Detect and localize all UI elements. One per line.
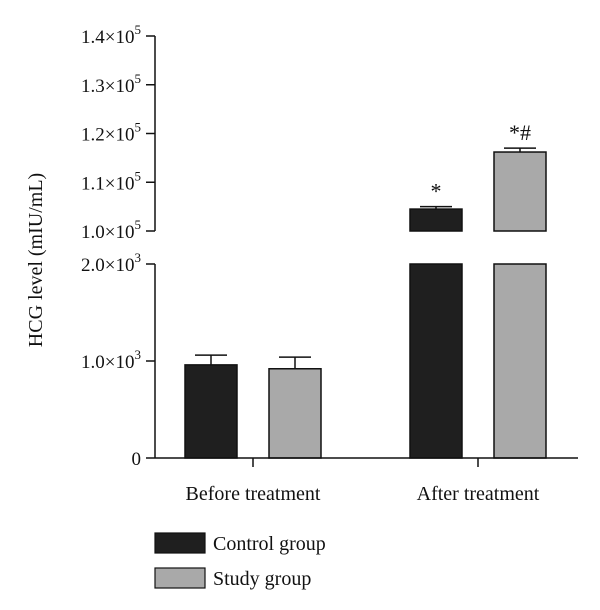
significance-mark-0-1: *: [431, 179, 442, 204]
y-tick-label-0: 0: [132, 449, 142, 470]
y-tick-label-110000: 1.1×105: [81, 168, 141, 194]
axes-layer: [146, 35, 578, 467]
y-tick-label-140000: 1.4×105: [81, 22, 141, 48]
y-axis-label: HCG level (mIU/mL): [25, 173, 47, 347]
legend-label-0: Control group: [213, 533, 326, 555]
bar-0-1-upper: [409, 208, 463, 232]
y-tick-label-2000: 2.0×103: [81, 250, 141, 276]
y-tick-label-1000: 1.0×103: [81, 347, 141, 373]
bars-layer: [184, 147, 547, 459]
legend-label-1: Study group: [213, 568, 311, 590]
x-tick-label-0: Before treatment: [186, 483, 321, 505]
bar-0-1-lower: [409, 263, 463, 459]
bar-0-0: [184, 364, 238, 459]
legend-swatch-1: [154, 567, 206, 589]
labels-layer: * *# Before treatment After treatment 0 1.0×1…: [81, 22, 540, 505]
legend: Control group Study group: [154, 532, 326, 590]
bar-1-0: [268, 368, 322, 459]
significance-mark-1-1: *#: [509, 120, 531, 145]
y-tick-label-130000: 1.3×105: [81, 71, 141, 97]
legend-swatch-0: [154, 532, 206, 554]
x-tick-label-1: After treatment: [417, 483, 540, 505]
y-tick-label-120000: 1.2×105: [81, 120, 141, 146]
bar-1-1-lower: [493, 263, 547, 459]
bar-1-1-upper: [493, 151, 547, 232]
y-tick-label-100000: 1.0×105: [81, 217, 141, 243]
